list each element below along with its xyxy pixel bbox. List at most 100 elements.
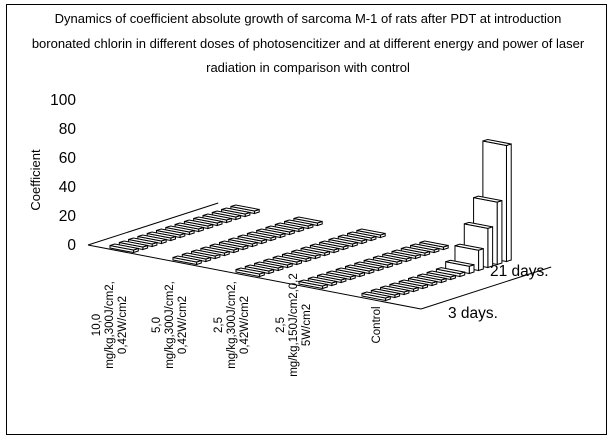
bar: [356, 228, 386, 239]
category-label: Control: [371, 306, 383, 343]
bar-top-face: [464, 221, 493, 229]
bar-top-face: [254, 261, 284, 269]
category-label: 5,0 mg/kg,300J/cm2, 0,42W/cm2: [151, 281, 189, 369]
bar-top-face: [256, 228, 286, 236]
y-tick-label: 60: [59, 150, 77, 167]
bar-side-face: [487, 226, 494, 269]
bar-top-face: [273, 255, 302, 263]
bar-top-face: [247, 231, 276, 239]
bar: [361, 291, 391, 302]
bar-top-face: [263, 258, 293, 266]
category-label-line: 5,0: [151, 317, 163, 333]
bar-top-face: [408, 276, 437, 284]
bar-top-face: [191, 249, 221, 257]
category-label-line: 2,5: [275, 317, 287, 333]
y-tick-label: 40: [59, 179, 77, 196]
bar-top-face: [354, 261, 384, 269]
bar-top-face: [347, 231, 377, 239]
bar-top-face: [445, 259, 475, 267]
chart-border: [6, 4, 607, 435]
bar-side-face: [496, 199, 503, 266]
bar: [230, 204, 260, 215]
bar-side-face: [478, 247, 484, 272]
bar-top-face: [345, 264, 374, 272]
bar-top-face: [389, 282, 419, 290]
bar-top-face: [380, 285, 410, 293]
bar-top-face: [109, 243, 139, 251]
depth-axis-line: [87, 202, 219, 246]
bar-top-face: [373, 255, 402, 263]
category-label: 10,0 mg/kg,300J/cm2, 0,42W/cm2: [91, 281, 129, 369]
bar-top-face: [210, 243, 239, 251]
bar-top-face: [317, 273, 347, 281]
category-label-line: 0,42W/cm2: [117, 296, 129, 354]
chart-axes: [87, 202, 552, 310]
bar: [298, 279, 328, 290]
category-label-line: mg/kg,300J/cm2,: [164, 281, 176, 369]
bar-top-face: [454, 243, 484, 251]
bar-top-face: [391, 249, 421, 257]
bar-top-face: [202, 213, 232, 221]
bar-top-face: [300, 246, 330, 254]
bar-top-face: [282, 252, 311, 260]
bar-top-face: [184, 219, 213, 227]
category-label-line: 0,42W/cm2: [239, 296, 251, 354]
y-tick-label: 100: [50, 92, 76, 109]
bar-side-face: [505, 143, 512, 263]
bar-top-face: [237, 234, 267, 242]
bar: [274, 222, 305, 233]
bar-top-face: [473, 195, 503, 203]
bar-top-face: [419, 240, 449, 248]
bar-top-face: [137, 234, 167, 242]
category-axis-line: [87, 244, 422, 310]
chart-title-line-2: boronated chlorin in different doses of …: [32, 36, 585, 51]
category-label: 2,5 mg/kg,300J/cm2, 0,42W/cm2: [213, 281, 251, 369]
bar-top-face: [319, 240, 349, 248]
bar-top-face: [265, 225, 295, 233]
bar-top-face: [128, 237, 158, 245]
bar-top-face: [371, 288, 400, 296]
bar-top-face: [228, 237, 258, 245]
category-label-line: 10,0: [91, 314, 103, 336]
bar: [372, 255, 403, 266]
bar-top-face: [291, 249, 321, 257]
chart-title-line-1: Dynamics of coefficient absolute growth …: [55, 11, 562, 26]
category-label: 2,5 mg/kg,150J/cm2,0,2 5W/cm2: [275, 273, 313, 377]
bar-top-face: [399, 279, 428, 287]
y-tick-label: 20: [59, 208, 77, 225]
bar-top-face: [284, 219, 314, 227]
y-tick-label: 80: [59, 121, 77, 138]
bar-top-face: [338, 234, 367, 242]
category-labels: 10,0 mg/kg,300J/cm2, 0,42W/cm2 5,0 mg/kg,300…: [91, 273, 383, 377]
bar-top-face: [165, 225, 195, 233]
bar: [174, 222, 204, 233]
bar-top-face: [356, 228, 386, 236]
depth-label-21-days: 21 days.: [490, 263, 549, 280]
bar-top-face: [361, 291, 391, 299]
bar-top-face: [426, 270, 456, 278]
category-label-line: mg/kg,300J/cm2,: [226, 281, 238, 369]
bar-top-face: [293, 216, 323, 224]
bar: [319, 240, 349, 251]
bar: [235, 267, 265, 278]
bar-top-face: [336, 267, 365, 275]
bar-top-face: [172, 255, 202, 263]
bar-top-face: [363, 258, 393, 266]
bar-top-face: [436, 267, 465, 275]
bar-top-face: [417, 273, 447, 281]
chart-title-line-3: radiation in comparison with control: [206, 60, 410, 75]
bar-top-face: [193, 216, 223, 224]
bar-top-face: [275, 222, 304, 230]
bar-top-face: [230, 204, 260, 212]
bar-top-face: [310, 243, 339, 251]
bar-top-face: [200, 246, 230, 254]
y-tick-label: 0: [67, 237, 76, 254]
depth-label-3-days: 3 days.: [448, 305, 498, 322]
bar-top-face: [212, 210, 241, 218]
bar-top-face: [147, 231, 176, 239]
bar-top-face: [328, 237, 358, 245]
category-label-line: 2,5: [213, 317, 225, 333]
bar-top-face: [482, 138, 512, 147]
bar: [172, 255, 202, 266]
